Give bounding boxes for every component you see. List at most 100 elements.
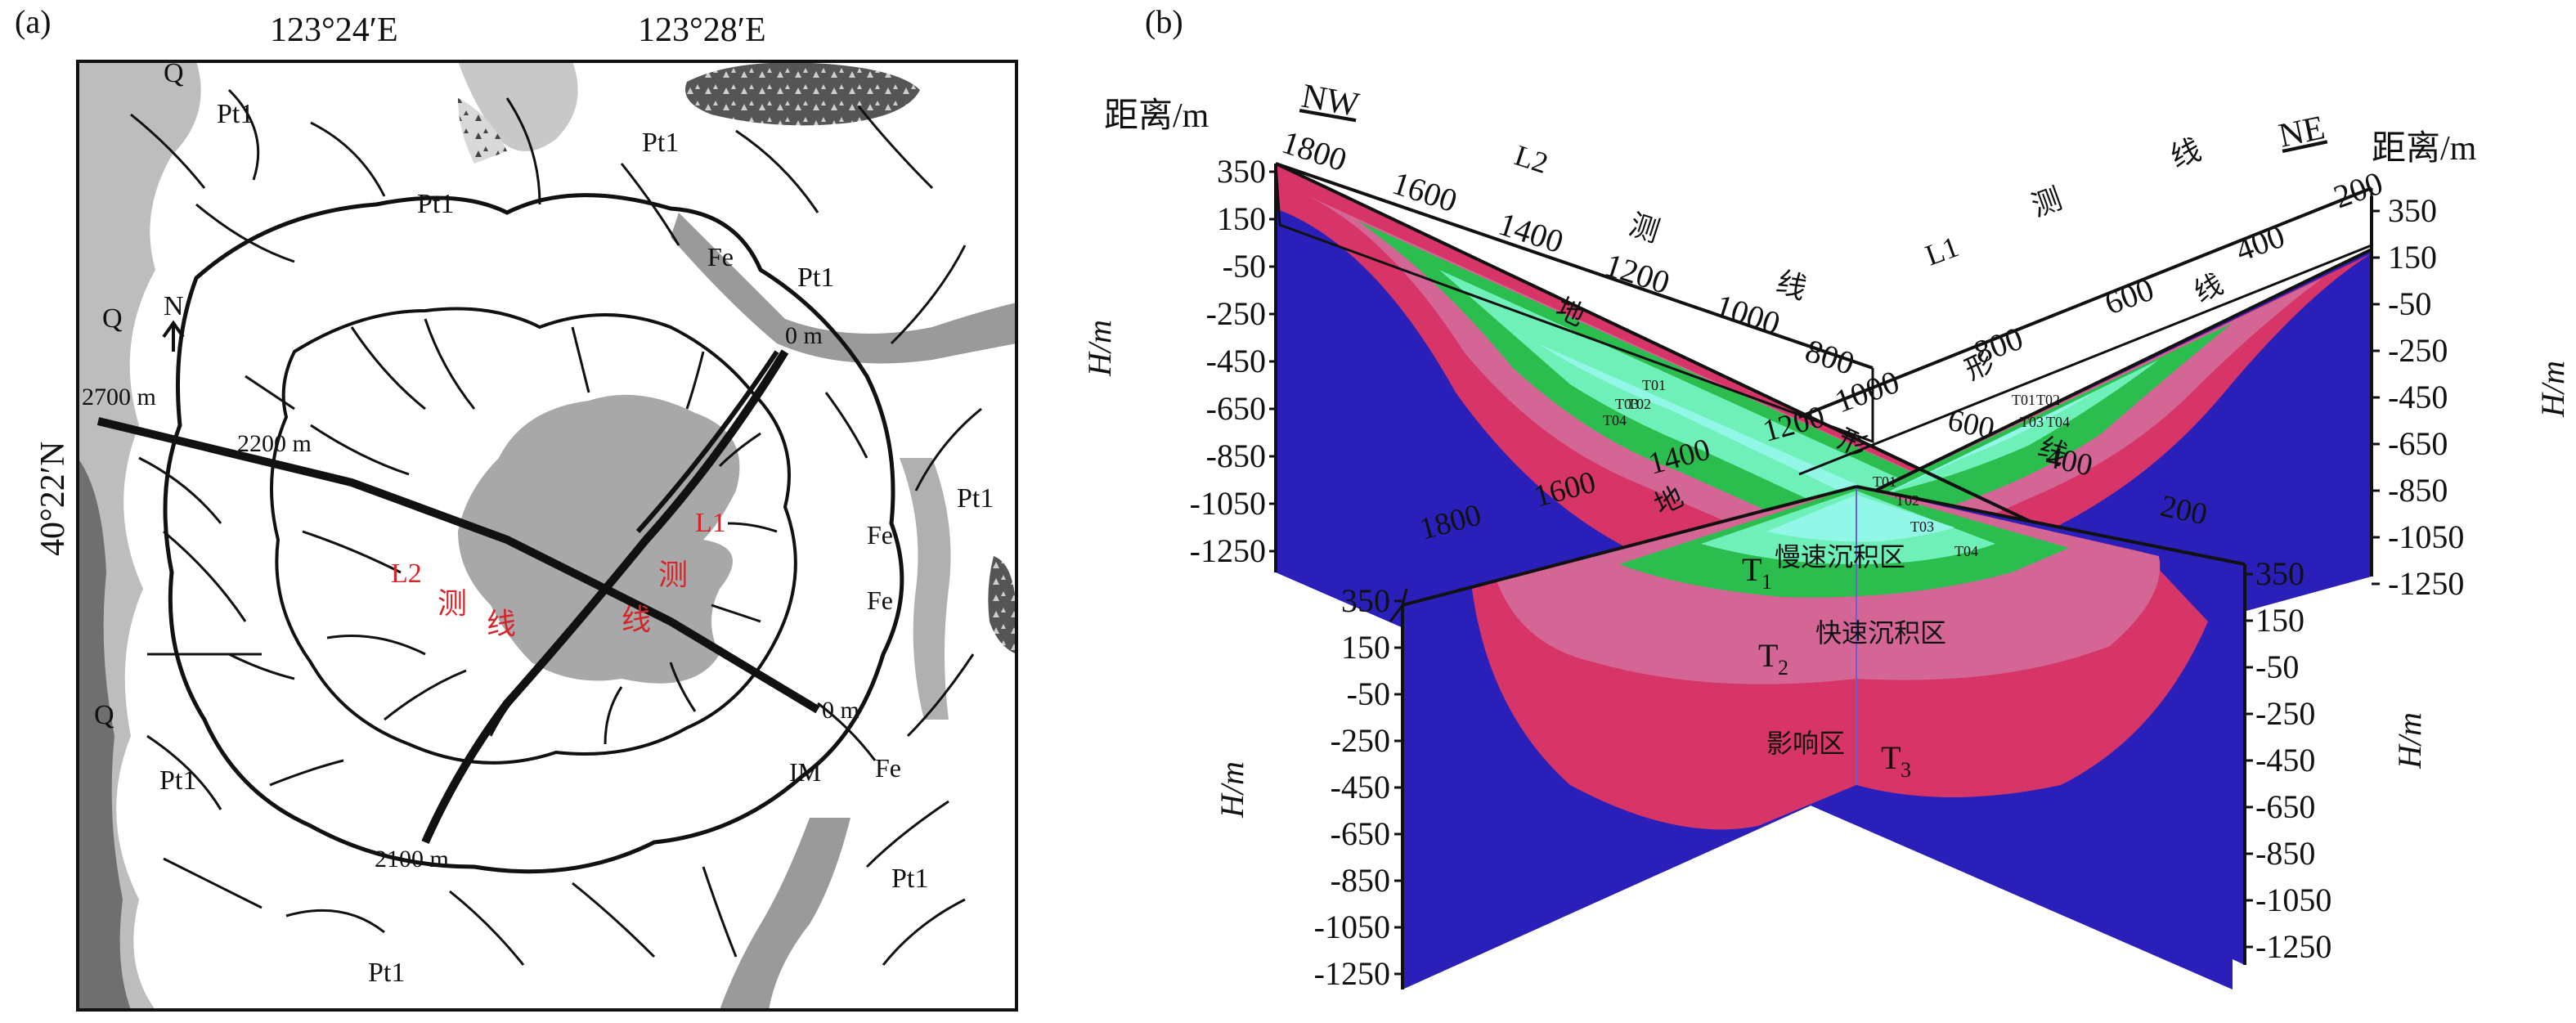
l1-top-ce: 测 xyxy=(2027,182,2067,223)
l2-end-distance: 0 m xyxy=(822,697,859,724)
breccia-right-edge xyxy=(988,556,1016,654)
l2-start-distance: 2700 m xyxy=(82,384,156,411)
zone-t2: T xyxy=(1758,637,1778,674)
zone-t2-label: T 2 xyxy=(1758,637,1788,680)
h-unit-front-left: H/m xyxy=(1214,761,1250,819)
zone-slow-label: 慢速沉积区 xyxy=(1775,542,1905,572)
l1-top-axis xyxy=(1798,186,2372,419)
north-arrow-icon xyxy=(162,320,185,352)
depth-axis-front-right: 350 150 -50 -250 -450 -650 -850 -1050 -1250 xyxy=(2245,555,2331,965)
unit-im: IM xyxy=(789,757,821,787)
depth-tick-label: -450 xyxy=(2255,742,2315,778)
depth-tick-label: -50 xyxy=(2388,285,2431,322)
unit-q-top: Q xyxy=(164,58,184,88)
unit-fe-bottom: Fe xyxy=(875,753,901,783)
depth-tick-label: 150 xyxy=(1341,629,1390,666)
l1-name: L1 xyxy=(695,508,726,538)
depth-tick-label: -1250 xyxy=(1190,532,1266,569)
l1-top-tick: 200 xyxy=(2329,164,2388,216)
unit-pt1-top-mid: Pt1 xyxy=(417,189,454,219)
l2-name: L2 xyxy=(391,559,422,589)
unit-pt1-bottom: Pt1 xyxy=(368,958,405,988)
l2-char-ce: 测 xyxy=(438,587,467,620)
l2-char-xian: 线 xyxy=(487,608,516,640)
zone-t3-label: T 3 xyxy=(1881,739,1911,782)
longitude-label-right: 123°28′E xyxy=(638,11,766,49)
unit-q-left: Q xyxy=(102,303,123,334)
t03-label: T03 xyxy=(2020,414,2044,430)
depth-tick-label: 350 xyxy=(1341,582,1390,619)
breccia-top-area xyxy=(458,98,507,164)
depth-tick-label: -450 xyxy=(2388,379,2448,415)
depth-tick-label: -1050 xyxy=(2255,882,2331,918)
depth-tick-label: -650 xyxy=(2388,425,2448,462)
l2-lower-axis xyxy=(1402,485,1857,607)
latitude-label: 40°22′N xyxy=(34,442,72,556)
unit-pt1-upper-right: Pt1 xyxy=(797,262,834,293)
depth-tick-label: -1050 xyxy=(1190,485,1266,522)
survey-line-l2 xyxy=(96,417,820,714)
l2-top-axis xyxy=(1275,162,1874,370)
l2-top-xian: 线 xyxy=(1773,266,1811,306)
depth-tick-label: -250 xyxy=(1331,722,1390,759)
direction-nw: NW xyxy=(1299,78,1362,125)
front-cyan xyxy=(1766,495,1954,542)
unit-pt1-right: Pt1 xyxy=(957,483,994,514)
quaternary-top-area xyxy=(458,61,578,151)
map-frame xyxy=(76,60,1018,1012)
depth-tick-label: -650 xyxy=(2255,788,2315,825)
unit-pt1-top-right: Pt1 xyxy=(642,128,679,158)
depth-tick-label: 150 xyxy=(2388,239,2437,276)
depth-tick-label: -850 xyxy=(1206,437,1266,474)
l2-top-frame xyxy=(1274,163,1874,444)
zone-t3-sub: 3 xyxy=(1901,758,1911,782)
fe-band-bottom xyxy=(720,818,850,1010)
lower-axis-corner xyxy=(1389,588,1408,622)
l2-top-tick: 1200 xyxy=(1600,246,1674,302)
t01-label: T01 xyxy=(1873,473,1896,490)
depth-tick-label: -1250 xyxy=(2388,565,2464,602)
unit-fe-top: Fe xyxy=(707,242,734,271)
h-unit-back-right: H/m xyxy=(2534,361,2571,418)
basin-outer-boundary xyxy=(163,193,904,874)
depth-tick-label: 350 xyxy=(2255,555,2304,592)
depth-tick-label: -250 xyxy=(2388,332,2448,369)
depth-tick-label: -850 xyxy=(2388,472,2448,509)
central-gray-deposit xyxy=(458,394,740,684)
t01-label: T01 xyxy=(2012,392,2035,408)
unit-pt1-top-left: Pt1 xyxy=(217,99,254,129)
t02-label: T02 xyxy=(1627,396,1651,412)
t01-label: T01 xyxy=(1642,377,1666,393)
fe-band-right xyxy=(900,458,951,720)
survey-line-l1 xyxy=(421,349,789,845)
l1-top-xian: 线 xyxy=(2166,133,2206,174)
depth-tick-label: 150 xyxy=(2255,602,2304,639)
depth-tick-label: -650 xyxy=(1206,390,1266,427)
l1-start-distance: 0 m xyxy=(785,322,823,349)
l1-char-ce: 测 xyxy=(658,559,688,591)
l1-end-distance: 2100 m xyxy=(375,846,449,873)
panel-a-map: (a) 123°24′E 123°28′E 40°22′N xyxy=(15,3,1018,1012)
panel-b-sections: (b) xyxy=(1081,3,2571,992)
basin-inner-boundary xyxy=(270,307,797,765)
direction-ne: NE xyxy=(2276,109,2328,155)
h-unit-front-right: H/m xyxy=(2391,712,2428,769)
zone-t2-sub: 2 xyxy=(1778,656,1788,680)
distance-title-left: 距离/m xyxy=(1104,96,1209,135)
dark-strip-left xyxy=(78,458,131,1010)
depth-tick-label: -1250 xyxy=(2255,928,2331,965)
zone-t1: T xyxy=(1742,551,1761,588)
panel-b-label: (b) xyxy=(1145,3,1183,40)
l2-top-name: L2 xyxy=(1511,139,1552,180)
fe-band-top xyxy=(671,213,1016,364)
drainage-network xyxy=(130,88,982,966)
depth-tick-label: -450 xyxy=(1206,343,1266,379)
t03-label: T03 xyxy=(1615,396,1639,412)
depth-tick-label: -450 xyxy=(1331,769,1390,805)
depth-tick-label: -850 xyxy=(2255,835,2315,872)
zone-t1-label: T 1 xyxy=(1742,551,1772,594)
l1-terrain-xian: 线 xyxy=(2189,268,2228,308)
l1-top-name: L1 xyxy=(1921,230,1963,271)
depth-tick-label: 350 xyxy=(1217,153,1266,190)
t03-label: T03 xyxy=(1910,518,1934,535)
